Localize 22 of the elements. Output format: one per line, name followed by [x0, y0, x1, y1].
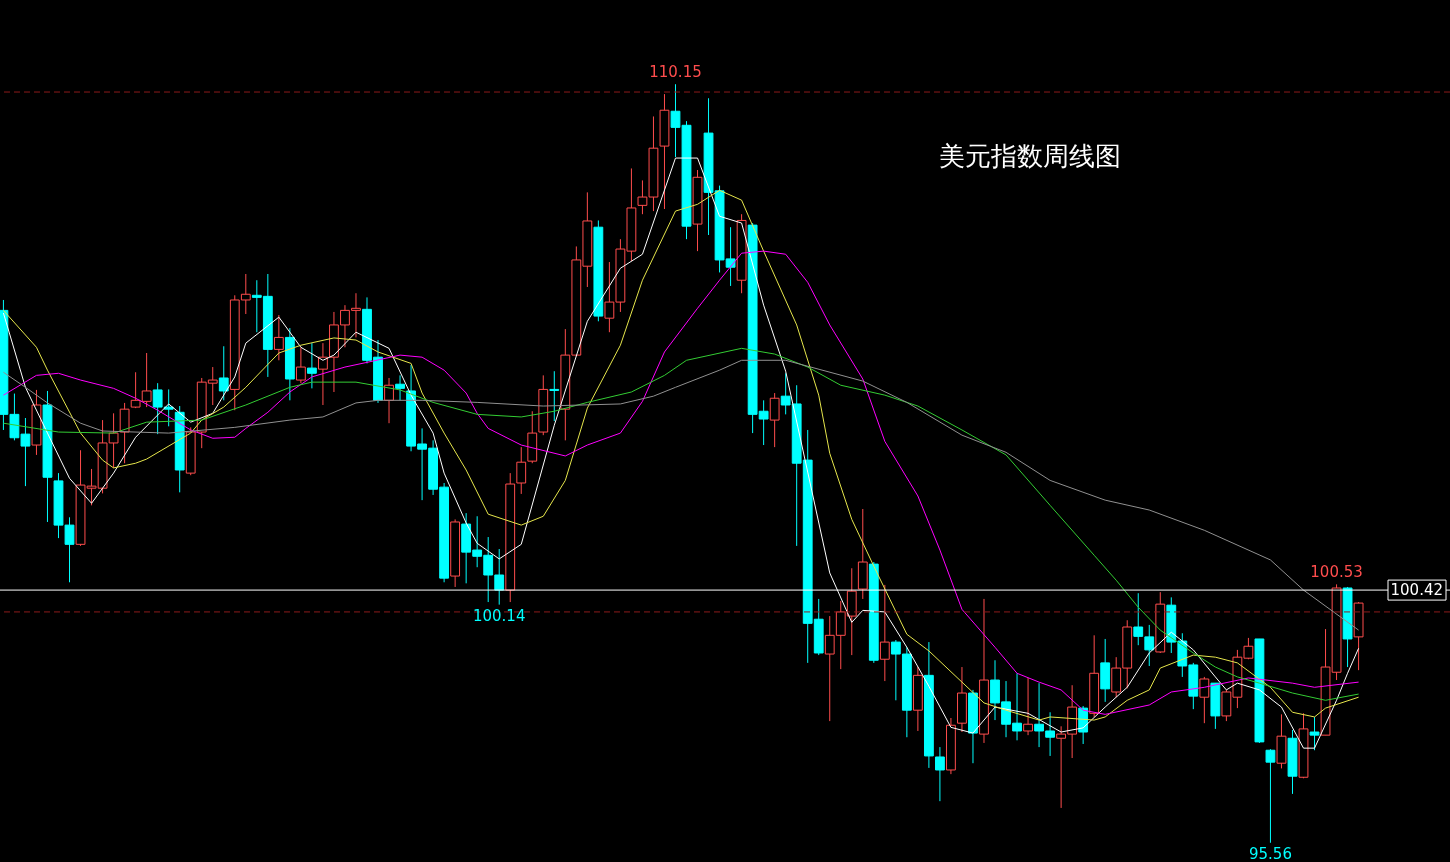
- annotation: 100.14: [472, 606, 526, 625]
- ref-line-label: 100.42: [1390, 581, 1443, 600]
- candlestick: [1265, 748, 1276, 844]
- annotation: 100.53: [1310, 563, 1363, 582]
- candlestick: [295, 346, 306, 384]
- candlestick: [130, 371, 141, 409]
- candlestick: [141, 352, 152, 408]
- candlestick: [1023, 677, 1033, 736]
- candlestick: [218, 345, 229, 401]
- candlestick: [1309, 716, 1320, 751]
- candlestick: [318, 342, 328, 406]
- candlestick: [780, 372, 791, 415]
- candlestick: [769, 392, 780, 448]
- candlestick: [395, 374, 405, 401]
- candlestick: [879, 584, 890, 682]
- annotation: 110.15: [649, 63, 702, 82]
- candlestick: [1199, 676, 1210, 724]
- candlestick: [307, 342, 317, 389]
- candlestick: [273, 314, 284, 361]
- annotation: 95.56: [1248, 844, 1292, 862]
- text: 美元指数周线图: [939, 141, 1121, 171]
- candlestick: [549, 370, 560, 422]
